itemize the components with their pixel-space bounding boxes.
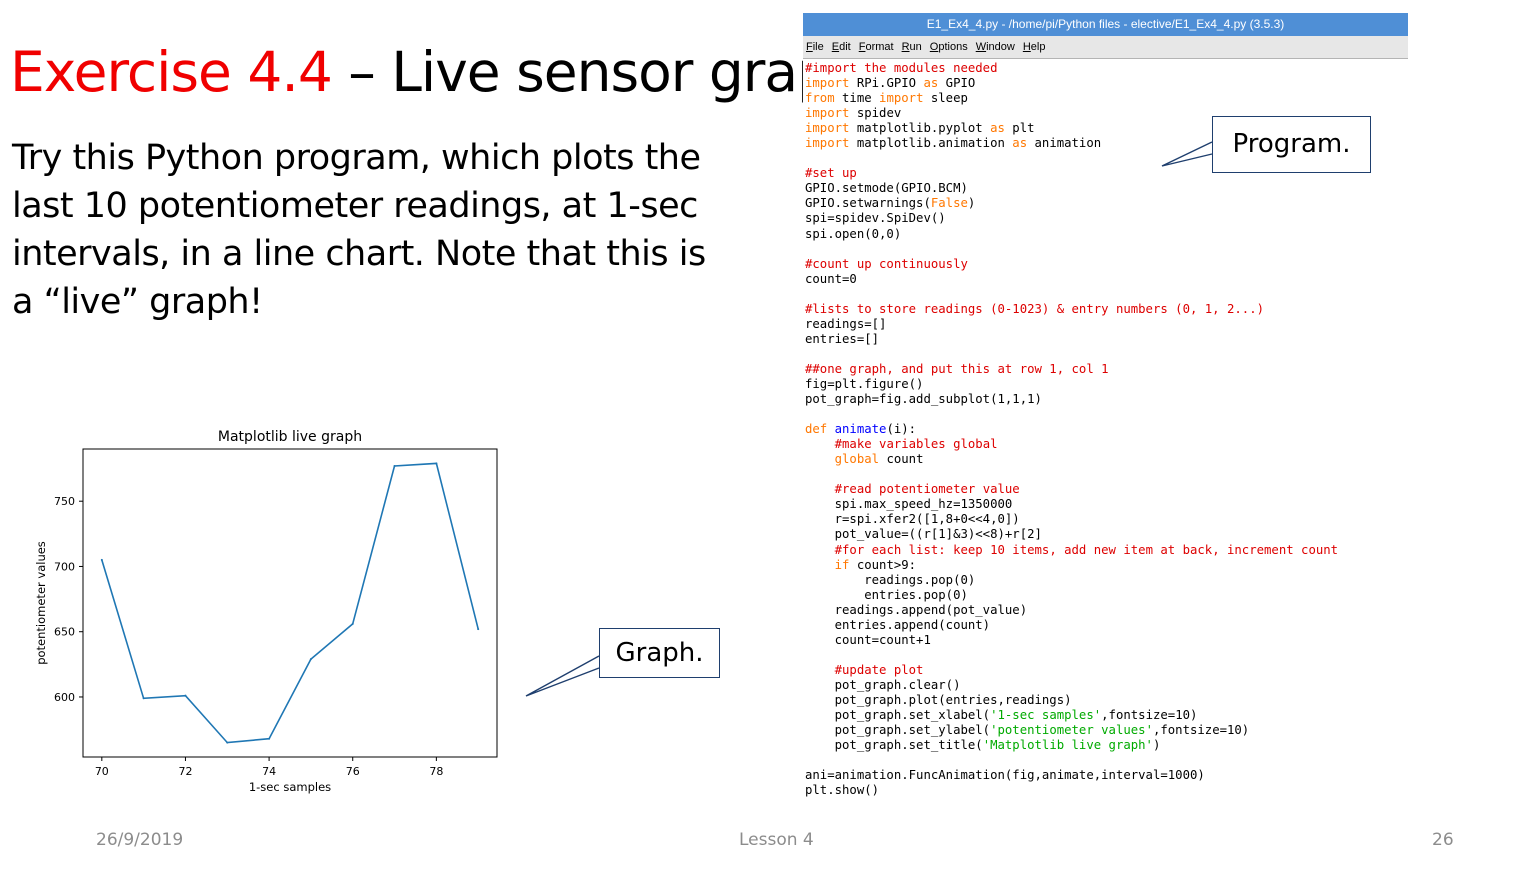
code-line: fig=plt.figure() [805,376,924,391]
data-point [393,464,396,467]
title-exercise-number: Exercise 4.4 [10,40,333,104]
code-line: import RPi.GPIO as GPIO [805,76,976,91]
slide-title: Exercise 4.4 – Live sensor graph [10,40,866,104]
code-line: global count [834,452,924,467]
code-line: ##one graph, and put this at row 1, col … [805,361,1109,376]
code-line: #for each list: keep 10 items, add new i… [834,542,1339,557]
menu-item-format[interactable]: Format [858,41,894,53]
code-line: #count up continuously [805,256,968,271]
slide-body-text: Try this Python program, which plots the… [12,138,706,322]
code-line: import matplotlib.animation as animation [805,136,1102,151]
program-callout: Program. [1212,116,1371,173]
code-line: #make variables global [834,437,998,452]
chart-plot-area [82,448,498,758]
data-point [100,558,103,561]
x-tick-label: 74 [262,765,276,778]
footer-lesson: Lesson 4 [739,830,814,850]
data-point [268,737,271,740]
code-line: #import the modules needed [805,61,998,75]
code-line: readings.pop(0) [805,572,976,587]
code-line: #read potentiometer value [834,482,1020,497]
code-line: readings.append(pot_value) [805,602,1028,617]
graph-callout: Graph. [599,628,720,678]
code-line: pot_graph=fig.add_subplot(1,1,1) [805,392,1042,407]
code-line: if count>9: [834,557,917,572]
data-point [435,462,438,465]
code-line: ani=animation.FuncAnimation(fig,animate,… [805,768,1205,783]
program-callout-pointer [1161,141,1213,167]
editor-titlebar[interactable]: E1_Ex4_4.py - /home/pi/Python files - el… [803,13,1408,36]
code-line: pot_value=((r[1]&3)<<8)+r[2] [805,527,1042,542]
data-point [184,694,187,697]
code-line: count=count+1 [805,632,931,647]
code-line: spi.open(0,0) [805,226,902,241]
x-tick-label: 70 [95,765,109,778]
data-point [226,741,229,744]
menu-item-edit[interactable]: Edit [831,41,851,53]
code-line: #update plot [834,662,924,677]
code-line: plt.show() [805,783,880,798]
code-line: #set up [805,166,857,181]
code-line: spi=spidev.SpiDev() [805,211,946,226]
data-point [351,622,354,625]
code-line: spi.max_speed_hz=1350000 [805,497,1013,512]
code-line: pot_graph.set_xlabel('1-sec samples',fon… [805,708,1198,723]
code-line: pot_graph.set_ylabel('potentiometer valu… [805,723,1250,738]
menu-item-run[interactable]: Run [901,41,922,53]
graph-callout-pointer [525,655,600,697]
code-line: import spidev [805,106,902,121]
editor-menubar: File Edit Format Run Options Window Help [803,36,1408,59]
code-editor[interactable]: #import the modules needed import RPi.GPI… [805,61,1338,798]
x-axis-label: 1-sec samples [249,780,331,794]
data-point [477,628,480,631]
code-line: from time import sleep [805,91,968,106]
series-line [101,462,479,744]
code-line: GPIO.setwarnings(False) [805,196,976,211]
code-line: count=0 [805,271,857,286]
menu-item-file[interactable]: File [806,41,824,53]
code-line: r=spi.xfer2([1,8+0<<4,0]) [805,512,1020,527]
x-tick-label: 76 [346,765,360,778]
title-topic: – Live sensor graph [331,40,866,104]
code-line: entries=[] [805,331,880,346]
y-tick-label: 750 [54,495,75,508]
menu-item-window[interactable]: Window [975,41,1015,53]
y-tick-label: 700 [54,560,75,573]
code-line: import matplotlib.pyplot as plt [805,121,1035,136]
footer-page-number: 26 [1432,830,1454,850]
code-line: #lists to store readings (0-1023) & entr… [805,301,1265,316]
chart-title: Matplotlib live graph [218,429,362,445]
code-line: entries.append(count) [805,617,991,632]
y-axis-label: potentiometer values [34,541,48,665]
code-line: pot_graph.plot(entries,readings) [805,692,1072,707]
menu-item-help[interactable]: Help [1022,41,1046,53]
code-line: GPIO.setmode(GPIO.BCM) [805,181,968,196]
code-line: pot_graph.clear() [805,677,961,692]
footer-date: 26/9/2019 [96,830,184,850]
menu-item-options[interactable]: Options [929,41,968,53]
code-line: readings=[] [805,316,887,331]
data-point [142,697,145,700]
code-line: pot_graph.set_title('Matplotlib live gra… [805,738,1161,753]
y-tick-label: 650 [54,626,75,639]
code-line: def animate(i): [805,422,917,437]
y-tick-label: 600 [54,691,75,704]
data-point [309,658,312,661]
x-tick-label: 72 [178,765,192,778]
x-tick-label: 78 [429,765,443,778]
code-line: entries.pop(0) [805,587,968,602]
